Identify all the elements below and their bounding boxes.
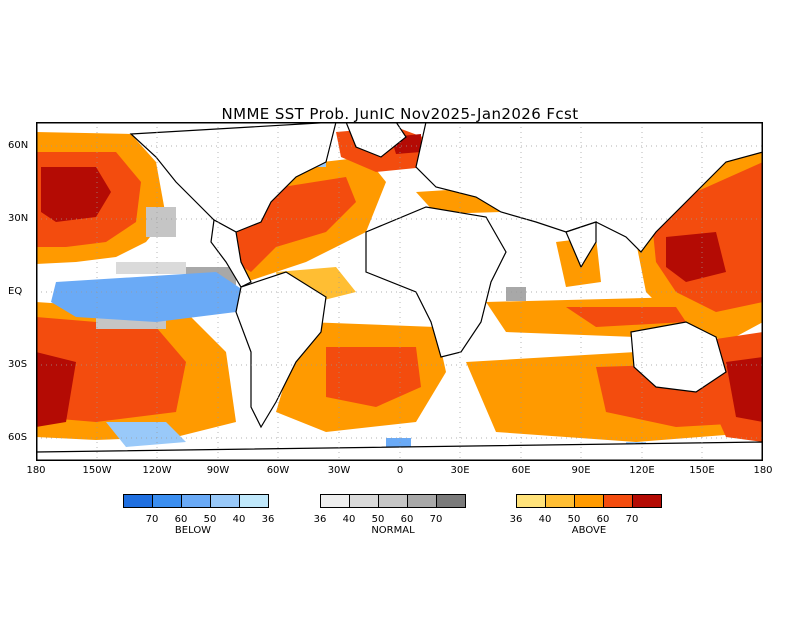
lat-label-60s: 60S	[8, 432, 28, 443]
legend-normal-swatch-50	[378, 494, 408, 508]
lon-label-60w: 60W	[266, 465, 290, 476]
legend-below-caption: BELOW	[174, 525, 212, 536]
legend-normal-caption: NORMAL	[371, 525, 415, 536]
map-border	[36, 122, 763, 461]
legend-below-swatch-40	[210, 494, 240, 508]
lon-label-90w: 90W	[206, 465, 230, 476]
legend-below-tick: 40	[232, 514, 246, 525]
graticule	[36, 122, 763, 461]
lat-label-eq: EQ	[8, 286, 23, 297]
lat-label-30n: 30N	[8, 213, 29, 224]
legend-below-tick: 60	[174, 514, 188, 525]
lon-label-90e: 90E	[571, 465, 591, 476]
legend-below-swatch-50	[181, 494, 211, 508]
lat-label-30s: 30S	[8, 359, 28, 370]
lon-label-180w: 180	[26, 465, 46, 476]
lon-label-60e: 60E	[511, 465, 531, 476]
legend-normal-swatch-40	[349, 494, 379, 508]
legend-above-swatch-50	[574, 494, 604, 508]
legend-below-swatch-36	[239, 494, 269, 508]
legend-above-swatch-40	[545, 494, 575, 508]
map-title: NMME SST Prob. JunIC Nov2025-Jan2026 Fcs…	[221, 105, 579, 123]
legend-below-tick: 50	[203, 514, 217, 525]
legend-normal-tick: 40	[342, 514, 356, 525]
land-masses	[36, 122, 763, 461]
lat-label-60n: 60N	[8, 140, 29, 151]
legend-above-tick: 50	[567, 514, 581, 525]
legend-normal-swatch-36	[320, 494, 350, 508]
legend-below-swatch-60	[152, 494, 182, 508]
near-normal-shading	[96, 207, 694, 384]
below-normal-shading	[51, 154, 714, 450]
lon-label-120e: 120E	[629, 465, 655, 476]
legend-normal-swatch-70	[436, 494, 466, 508]
legend-below-tick: 70	[145, 514, 159, 525]
legend-normal-tick: 36	[313, 514, 327, 525]
lon-label-30e: 30E	[450, 465, 470, 476]
legend-above-tick: 36	[509, 514, 523, 525]
lon-label-120w: 120W	[142, 465, 172, 476]
legend-above-tick: 70	[625, 514, 639, 525]
lon-label-150e: 150E	[689, 465, 715, 476]
legend-normal-tick: 60	[400, 514, 414, 525]
legend-above-tick: 60	[596, 514, 610, 525]
legend-normal-tick: 50	[371, 514, 385, 525]
legend-normal-tick: 70	[429, 514, 443, 525]
legend-above-tick: 40	[538, 514, 552, 525]
lon-label-180e: 180	[753, 465, 773, 476]
lon-label-30w: 30W	[327, 465, 351, 476]
legend-normal-swatch-60	[407, 494, 437, 508]
legend-above-caption: ABOVE	[571, 525, 607, 536]
sst-probability-map	[36, 122, 763, 461]
lon-label-150w: 150W	[82, 465, 112, 476]
legend-below-tick: 36	[261, 514, 275, 525]
lon-label-0: 0	[396, 465, 404, 476]
legend-above-swatch-70	[632, 494, 662, 508]
legend-above-swatch-60	[603, 494, 633, 508]
legend-above-swatch-36	[516, 494, 546, 508]
legend-below-swatch-70	[123, 494, 153, 508]
